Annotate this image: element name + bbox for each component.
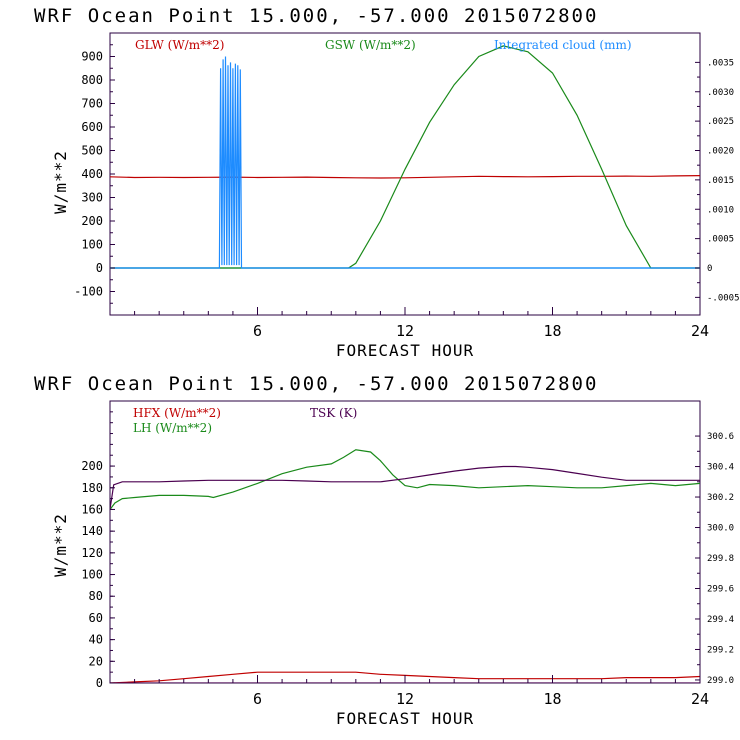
- chart2-ytick-label: 140: [81, 524, 103, 538]
- chart1-y2tick-label: .0010: [707, 205, 734, 215]
- legend-integrated-cloud: Integrated cloud (mm): [494, 38, 632, 52]
- chart2-ytick-label: 80: [89, 589, 103, 603]
- chart1-ytick-label: 900: [81, 50, 103, 64]
- chart1-ytick-label: 100: [81, 238, 103, 252]
- chart2-axes: 0 20 40 60 80 100 120 140 160 180 200 6 12 18 24 299.0 2…: [81, 400, 734, 708]
- chart2-y2tick-label: 300.6: [707, 432, 734, 442]
- chart2-ytick-label: 180: [81, 481, 103, 495]
- chart2-series-tsk: [110, 465, 700, 510]
- chart2-frame: [109, 400, 701, 684]
- chart2-ytick-label: 160: [81, 502, 103, 516]
- chart2-y2tick-label: 299.8: [707, 554, 734, 564]
- chart2-xtick-label: 12: [396, 690, 414, 708]
- chart1-series-glw: [110, 175, 700, 179]
- chart1-y2tick-label: .0020: [707, 147, 734, 157]
- chart2-ytick-label: 40: [89, 633, 103, 647]
- chart1-xtick-label: 12: [396, 322, 414, 340]
- chart2-ylabel: W/m**2: [51, 513, 70, 577]
- chart2-ytick-label: 20: [89, 654, 103, 668]
- chart1-y2tick-label: .0025: [707, 117, 734, 127]
- chart2-xlabel: FORECAST HOUR: [336, 709, 474, 728]
- chart1-y2tick-label: 0: [707, 264, 712, 274]
- chart1-xtick-label: 24: [691, 322, 709, 340]
- chart2-y2tick-label: 300.0: [707, 524, 734, 534]
- chart2-ytick-label: 60: [89, 611, 103, 625]
- chart1-y2tick-label: .0005: [707, 235, 734, 245]
- chart2-y2tick-label: 300.2: [707, 493, 734, 503]
- chart1-series-gsw: [110, 45, 700, 269]
- chart1-ytick-label: -100: [74, 285, 103, 299]
- legend-gsw: GSW (W/m**2): [325, 38, 416, 52]
- flux-chart: WRF Ocean Point 15.000, -57.000 20150728…: [34, 373, 734, 728]
- chart1-ytick-label: 0: [96, 261, 103, 275]
- chart2-y2tick-label: 299.4: [707, 615, 734, 625]
- chart1-y2tick-label: .0030: [707, 88, 734, 98]
- legend-glw: GLW (W/m**2): [135, 38, 224, 52]
- chart2-xtick-label: 6: [253, 690, 262, 708]
- chart2-y2tick-label: 299.0: [707, 676, 734, 686]
- legend-tsk: TSK (K): [310, 406, 357, 420]
- chart1-y2tick-label: -.0005: [707, 293, 740, 303]
- chart1-axes: -100 0 100 200 300 400 500 600 700 800 900 6 12 18 24 -…: [74, 32, 740, 340]
- chart2-xtick-label: 18: [543, 690, 561, 708]
- chart1-series-integrated: [110, 56, 700, 269]
- chart2-series: [110, 449, 700, 683]
- chart1-xtick-label: 18: [543, 322, 561, 340]
- chart1-ylabel: W/m**2: [51, 150, 70, 214]
- chart1-xlabel: FORECAST HOUR: [336, 341, 474, 360]
- chart1-ytick-label: 600: [81, 120, 103, 134]
- chart1-ytick-label: 400: [81, 167, 103, 181]
- chart1-y2tick-label: .0035: [707, 58, 734, 68]
- chart1-frame: [109, 32, 701, 316]
- chart2-ytick-label: 100: [81, 568, 103, 582]
- chart1-ytick-label: 300: [81, 191, 103, 205]
- chart1-ytick-label: 500: [81, 144, 103, 158]
- chart1-ytick-label: 800: [81, 73, 103, 87]
- chart2-y2tick-label: 299.6: [707, 584, 734, 594]
- chart1-ytick-label: 700: [81, 97, 103, 111]
- chart2-ytick-label: 0: [96, 676, 103, 690]
- chart1-ytick-label: 200: [81, 214, 103, 228]
- chart2-series-lh: [110, 449, 700, 510]
- chart1-series: [110, 45, 700, 269]
- chart2-ytick-label: 120: [81, 546, 103, 560]
- legend-hfx: HFX (W/m**2): [133, 406, 221, 420]
- chart2-ytick-label: 200: [81, 459, 103, 473]
- chart2-y2tick-label: 300.4: [707, 463, 734, 473]
- chart1-xtick-label: 6: [253, 322, 262, 340]
- chart2-title: WRF Ocean Point 15.000, -57.000 20150728…: [34, 373, 598, 395]
- chart2-y2tick-label: 299.2: [707, 645, 734, 655]
- legend-lh: LH (W/m**2): [133, 421, 212, 435]
- chart2-xtick-label: 24: [691, 690, 709, 708]
- chart1-title: WRF Ocean Point 15.000, -57.000 20150728…: [34, 5, 598, 27]
- chart1-y2tick-label: .0015: [707, 176, 734, 186]
- radiation-chart: WRF Ocean Point 15.000, -57.000 20150728…: [34, 5, 740, 360]
